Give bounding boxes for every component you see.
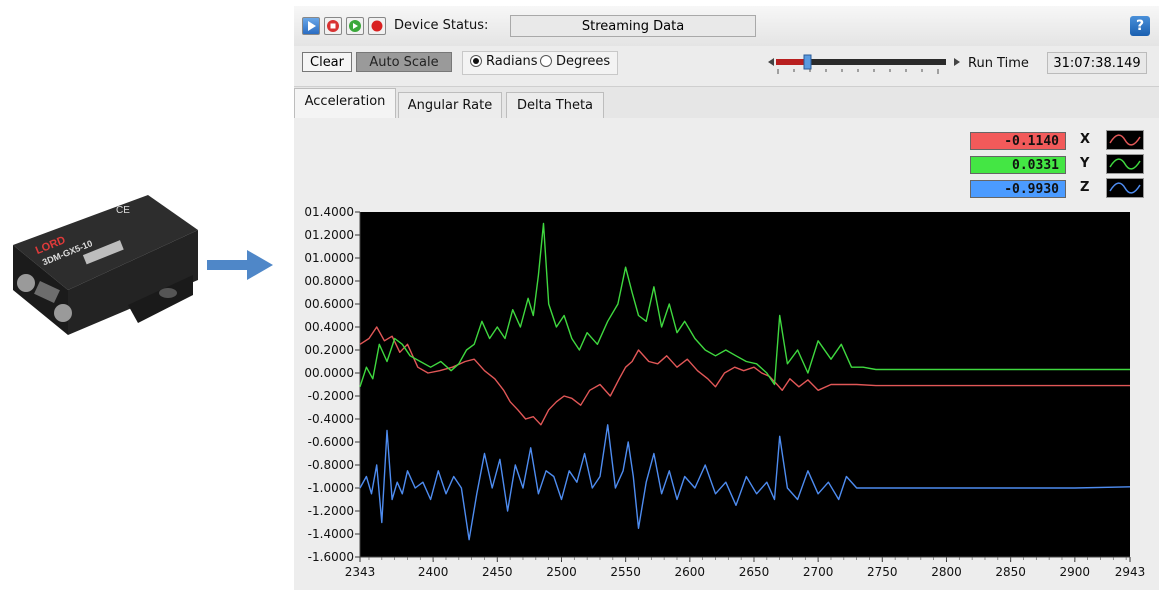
- run-time-value: 31:07:38.149: [1047, 52, 1147, 74]
- play-button[interactable]: [302, 17, 320, 35]
- y-tick-label: -0.6000: [308, 435, 354, 449]
- resume-button[interactable]: [346, 17, 364, 35]
- play-icon: [308, 21, 316, 31]
- run-time-label: Run Time: [968, 56, 1029, 71]
- y-tick-label: -1.0000: [308, 481, 354, 495]
- x-tick-label: 2750: [867, 565, 898, 579]
- x-tick-label: 2850: [995, 565, 1026, 579]
- plot-area: [360, 212, 1130, 557]
- y-tick-label: 00.8000: [304, 274, 354, 288]
- tab-angular-rate[interactable]: Angular Rate: [398, 92, 502, 118]
- chart-controls-toolbar: Clear Auto Scale Radians Degrees Run Tim…: [294, 46, 1159, 87]
- y-tick-label: -1.2000: [308, 504, 354, 518]
- y-tick-label: -1.6000: [308, 550, 354, 564]
- y-tick-label: -0.2000: [308, 389, 354, 403]
- y-value-readout: 0.0331: [970, 156, 1066, 174]
- acceleration-chart: 01.4000 01.2000 01.0000 00.8000 00.6000 00.40…: [304, 205, 1146, 579]
- y-tick-label: -0.4000: [308, 412, 354, 426]
- run-time-slider[interactable]: [764, 52, 964, 78]
- tab-acceleration[interactable]: Acceleration: [294, 88, 396, 118]
- device-top-face: [13, 195, 198, 290]
- stop-icon: [327, 20, 339, 32]
- x-tick-label: 2400: [418, 565, 449, 579]
- radians-radio[interactable]: [470, 55, 482, 67]
- y-tick-label: 01.4000: [304, 205, 354, 219]
- y-tick-label: 00.6000: [304, 297, 354, 311]
- x-tick-label: 2700: [803, 565, 834, 579]
- degrees-label: Degrees: [556, 54, 611, 69]
- mount-hole: [159, 288, 177, 298]
- x-tick-label: 2500: [546, 565, 577, 579]
- y-tick-label: 00.4000: [304, 320, 354, 334]
- connector-right: [54, 304, 72, 322]
- z-axis-name: Z: [1080, 180, 1090, 195]
- y-tick-label: 01.0000: [304, 251, 354, 265]
- acceleration-tab-content: -0.1140 X 0.0331 Y -0.9930 Z 01.4000 01.2…: [294, 118, 1159, 590]
- y-tick-label: -1.4000: [308, 527, 354, 541]
- mounting-tab: [128, 275, 193, 323]
- series-x-line: [359, 326, 1130, 426]
- z-wave-icon: [1109, 182, 1141, 194]
- flow-arrow: [207, 250, 273, 280]
- ce-mark: CE: [116, 205, 130, 216]
- x-value-readout: -0.1140: [970, 132, 1066, 150]
- device-toolbar: Device Status: Streaming Data ?: [294, 6, 1159, 47]
- x-tick-label: 2600: [675, 565, 706, 579]
- slider-track: [776, 59, 946, 65]
- device-status-label: Device Status:: [394, 18, 489, 33]
- serial-label: [82, 240, 124, 265]
- tab-bar: Acceleration Angular Rate Delta Theta: [294, 86, 1159, 118]
- slider-ticks: [777, 69, 939, 74]
- slider-fill: [776, 59, 806, 65]
- series-y-line: [359, 222, 1130, 388]
- help-button[interactable]: ?: [1130, 16, 1150, 36]
- x-legend-swatch[interactable]: [1106, 130, 1144, 150]
- slider-left-arrow-icon[interactable]: [768, 58, 774, 66]
- y-tick-label: -0.8000: [308, 458, 354, 472]
- x-tick-label: 2900: [1060, 565, 1091, 579]
- z-value-readout: -0.9930: [970, 180, 1066, 198]
- degrees-radio[interactable]: [540, 55, 552, 67]
- connector-left: [17, 274, 35, 292]
- y-tick-label: 00.0000: [304, 366, 354, 380]
- slider-right-arrow-icon[interactable]: [954, 58, 960, 66]
- y-tick-label: 00.2000: [304, 343, 354, 357]
- record-icon: [371, 20, 383, 32]
- x-wave-icon: [1109, 134, 1141, 146]
- y-legend-swatch[interactable]: [1106, 154, 1144, 174]
- auto-scale-button[interactable]: Auto Scale: [356, 52, 452, 72]
- device-side-face: [68, 230, 198, 335]
- tab-delta-theta[interactable]: Delta Theta: [506, 92, 604, 118]
- clear-button[interactable]: Clear: [302, 52, 352, 72]
- x-tick-label: 2343: [345, 565, 376, 579]
- y-tick-label: 01.2000: [304, 228, 354, 242]
- x-tick-label: 2943: [1115, 565, 1146, 579]
- record-button[interactable]: [368, 17, 386, 35]
- slider-thumb[interactable]: [803, 54, 812, 70]
- series-z-line: [359, 424, 1131, 541]
- device-status-field: Streaming Data: [510, 15, 756, 37]
- x-tick-label: 2550: [610, 565, 641, 579]
- x-tick-label: 2650: [739, 565, 770, 579]
- x-tick-label: 2800: [931, 565, 962, 579]
- imu-device-illustration: LORD 3DM-GX5-10 CE: [13, 195, 198, 335]
- x-axis-name: X: [1080, 132, 1091, 147]
- stop-button[interactable]: [324, 17, 342, 35]
- sensor-monitor-panel: Device Status: Streaming Data ? Clear Au…: [294, 6, 1159, 590]
- z-legend-swatch[interactable]: [1106, 178, 1144, 198]
- x-tick-label: 2450: [482, 565, 513, 579]
- serial-connector: [34, 281, 60, 303]
- y-wave-icon: [1109, 158, 1141, 170]
- resume-icon: [349, 20, 361, 32]
- y-axis-name: Y: [1080, 156, 1090, 171]
- radians-label: Radians: [486, 54, 538, 69]
